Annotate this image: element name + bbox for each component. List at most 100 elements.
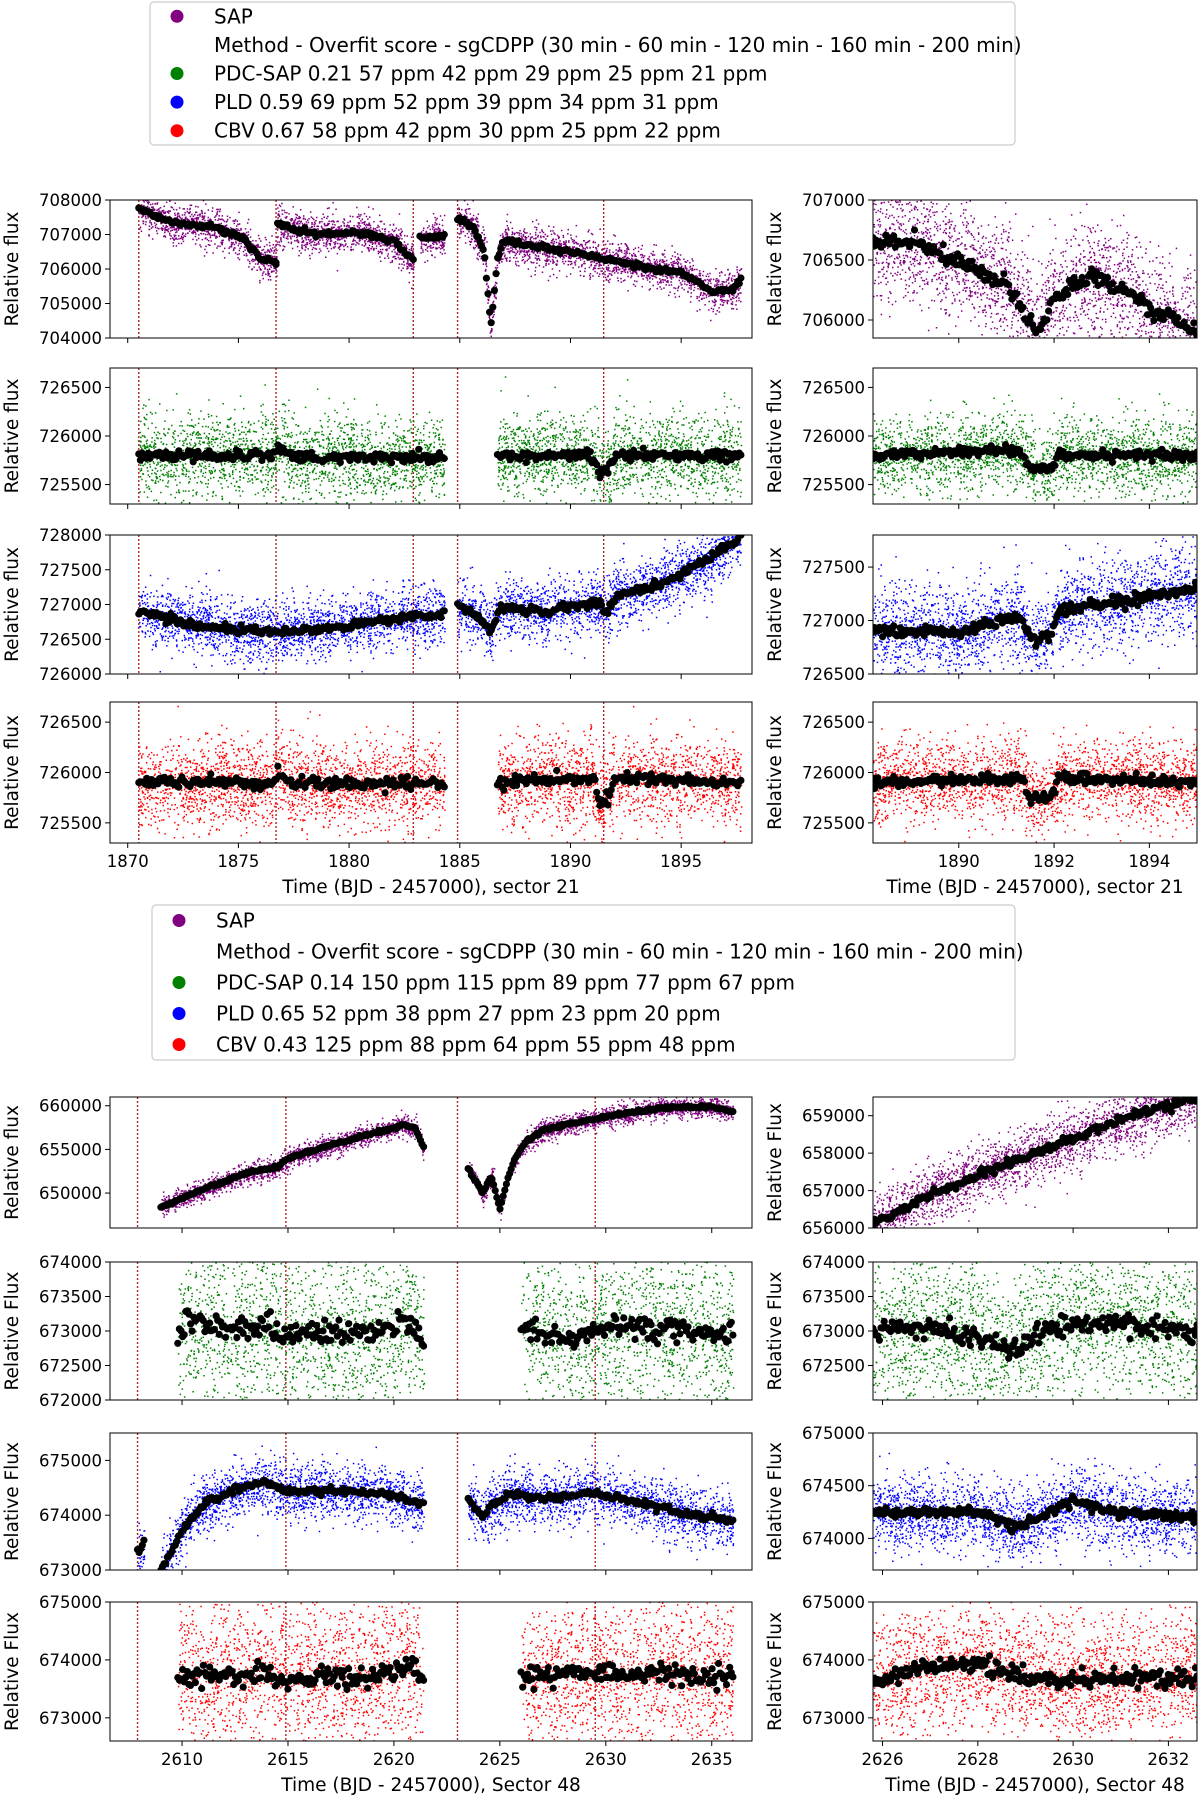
y-tick-label-2: 727500 bbox=[802, 558, 865, 577]
y-tick-label-1: 674000 bbox=[39, 1651, 102, 1670]
y-tick-label-3: 727500 bbox=[39, 561, 102, 580]
y-axis-label: Relative flux bbox=[2, 1105, 23, 1220]
plot-area bbox=[873, 535, 1197, 674]
x-tick-label-5: 1895 bbox=[660, 852, 702, 871]
x-tick-label-0: 1890 bbox=[938, 852, 980, 871]
x-tick-label-2: 1894 bbox=[1128, 852, 1170, 871]
legend-marker-4 bbox=[173, 1038, 186, 1051]
x-tick-label-5: 2635 bbox=[691, 1750, 733, 1769]
x-tick-label-0: 2610 bbox=[161, 1750, 203, 1769]
y-tick-label-0: 726000 bbox=[39, 665, 102, 684]
y-tick-label-2: 726500 bbox=[39, 378, 102, 397]
panel-12-cbv: 2610 2615 2620 2625 2630 26356730006740006750… bbox=[2, 1540, 752, 1797]
y-tick-label-4: 728000 bbox=[39, 526, 102, 545]
y-tick-label-0: 704000 bbox=[39, 329, 102, 348]
x-tick-label-1: 2615 bbox=[267, 1750, 309, 1769]
x-tick-label-1: 1892 bbox=[1033, 852, 1075, 871]
x-axis-label: Time (BJD - 2457000), sector 21 bbox=[281, 877, 579, 898]
legend-marker-0 bbox=[173, 914, 186, 927]
y-tick-label-0: 673000 bbox=[802, 1709, 865, 1728]
y-axis-label: Relative Flux bbox=[765, 1103, 786, 1222]
y-axis-label: Relative flux bbox=[2, 547, 23, 662]
y-tick-label-1: 673000 bbox=[802, 1322, 865, 1341]
y-axis-label: Relative Flux bbox=[2, 1612, 23, 1731]
y-tick-label-1: 726000 bbox=[802, 764, 865, 783]
x-tick-label-3: 2632 bbox=[1147, 1750, 1189, 1769]
x-axis-label: Time (BJD - 2457000), Sector 48 bbox=[280, 1775, 580, 1796]
y-tick-label-2: 675000 bbox=[802, 1593, 865, 1612]
x-tick-label-0: 2626 bbox=[862, 1750, 904, 1769]
legend-marker-2 bbox=[171, 67, 184, 80]
y-axis-label: Relative flux bbox=[2, 715, 23, 830]
legend-label-1: Method - Overfit score - sgCDPP (30 min … bbox=[214, 33, 1022, 57]
y-axis-label: Relative flux bbox=[2, 379, 23, 494]
legends: SAP Method - Overfit score - sgCDPP (30 m… bbox=[150, 2, 1024, 1060]
y-tick-label-0: 725500 bbox=[802, 476, 865, 495]
legend-marker-3 bbox=[173, 1007, 186, 1020]
y-tick-label-3: 673500 bbox=[39, 1288, 102, 1307]
x-tick-label-1: 1875 bbox=[217, 852, 259, 871]
y-tick-label-2: 675000 bbox=[39, 1451, 102, 1470]
y-axis-label: Relative flux bbox=[765, 547, 786, 662]
plot-area bbox=[110, 1097, 752, 1228]
y-tick-label-0: 656000 bbox=[802, 1219, 865, 1238]
x-tick-label-3: 1885 bbox=[439, 852, 481, 871]
legend-label-0: SAP bbox=[214, 4, 253, 28]
y-tick-label-1: 726000 bbox=[802, 427, 865, 446]
y-axis-label: Relative flux bbox=[2, 212, 23, 327]
y-tick-label-1: 706500 bbox=[802, 251, 865, 270]
x-tick-label-2: 2620 bbox=[373, 1750, 415, 1769]
y-tick-label-0: 725500 bbox=[802, 814, 865, 833]
x-axis-label: Time (BJD - 2457000), sector 21 bbox=[885, 877, 1183, 898]
y-tick-label-1: 674000 bbox=[39, 1506, 102, 1525]
legend-label-0: SAP bbox=[216, 909, 255, 933]
y-tick-label-1: 726000 bbox=[39, 764, 102, 783]
y-tick-label-2: 658000 bbox=[802, 1144, 865, 1163]
y-tick-label-2: 726500 bbox=[39, 713, 102, 732]
y-tick-label-2: 707000 bbox=[802, 191, 865, 210]
y-tick-label-0: 673000 bbox=[39, 1561, 102, 1580]
y-tick-label-2: 675000 bbox=[802, 1424, 865, 1443]
y-tick-label-0: 672000 bbox=[39, 1391, 102, 1410]
y-tick-label-0: 725500 bbox=[39, 814, 102, 833]
y-tick-label-2: 660000 bbox=[39, 1097, 102, 1116]
legend-marker-3 bbox=[171, 96, 184, 109]
legend-label-1: Method - Overfit score - sgCDPP (30 min … bbox=[216, 940, 1024, 964]
panel-4-cbv: 1870 1875 1880 1885 1890 1895 725500 726000 7265… bbox=[2, 702, 752, 898]
y-tick-label-3: 674000 bbox=[802, 1253, 865, 1272]
y-axis-label: Relative Flux bbox=[765, 1271, 786, 1390]
y-tick-label-0: 650000 bbox=[39, 1184, 102, 1203]
y-tick-label-1: 726000 bbox=[39, 427, 102, 446]
y-tick-label-2: 727000 bbox=[39, 596, 102, 615]
y-tick-label-2: 726500 bbox=[802, 378, 865, 397]
y-tick-label-0: 672500 bbox=[802, 1357, 865, 1376]
y-tick-label-0: 706000 bbox=[802, 311, 865, 330]
legend-label-3: PLD 0.59 69 ppm 52 ppm 39 ppm 34 ppm 31 … bbox=[214, 90, 719, 114]
y-tick-label-1: 672500 bbox=[39, 1357, 102, 1376]
y-tick-label-0: 726500 bbox=[802, 665, 865, 684]
x-tick-label-4: 2630 bbox=[585, 1750, 627, 1769]
legend-marker-2 bbox=[173, 976, 186, 989]
panel-16-cbv: 2626 2628 2630 2632673000674000675000Relati… bbox=[765, 1567, 1200, 1796]
x-tick-label-4: 1890 bbox=[549, 852, 591, 871]
x-tick-label-1: 2628 bbox=[957, 1750, 999, 1769]
legend-label-3: PLD 0.65 52 ppm 38 ppm 27 ppm 23 ppm 20 … bbox=[216, 1002, 721, 1026]
y-tick-label-3: 659000 bbox=[802, 1107, 865, 1126]
x-tick-label-2: 1880 bbox=[328, 852, 370, 871]
y-axis-label: Relative Flux bbox=[2, 1442, 23, 1561]
legend-marker-4 bbox=[171, 124, 184, 137]
y-axis-label: Relative Flux bbox=[2, 1271, 23, 1390]
plot-area bbox=[873, 702, 1197, 843]
x-tick-label-0: 1870 bbox=[107, 852, 149, 871]
legend-label-4: CBV 0.67 58 ppm 42 ppm 30 ppm 25 ppm 22 … bbox=[214, 119, 721, 143]
plot-area bbox=[873, 1433, 1197, 1570]
